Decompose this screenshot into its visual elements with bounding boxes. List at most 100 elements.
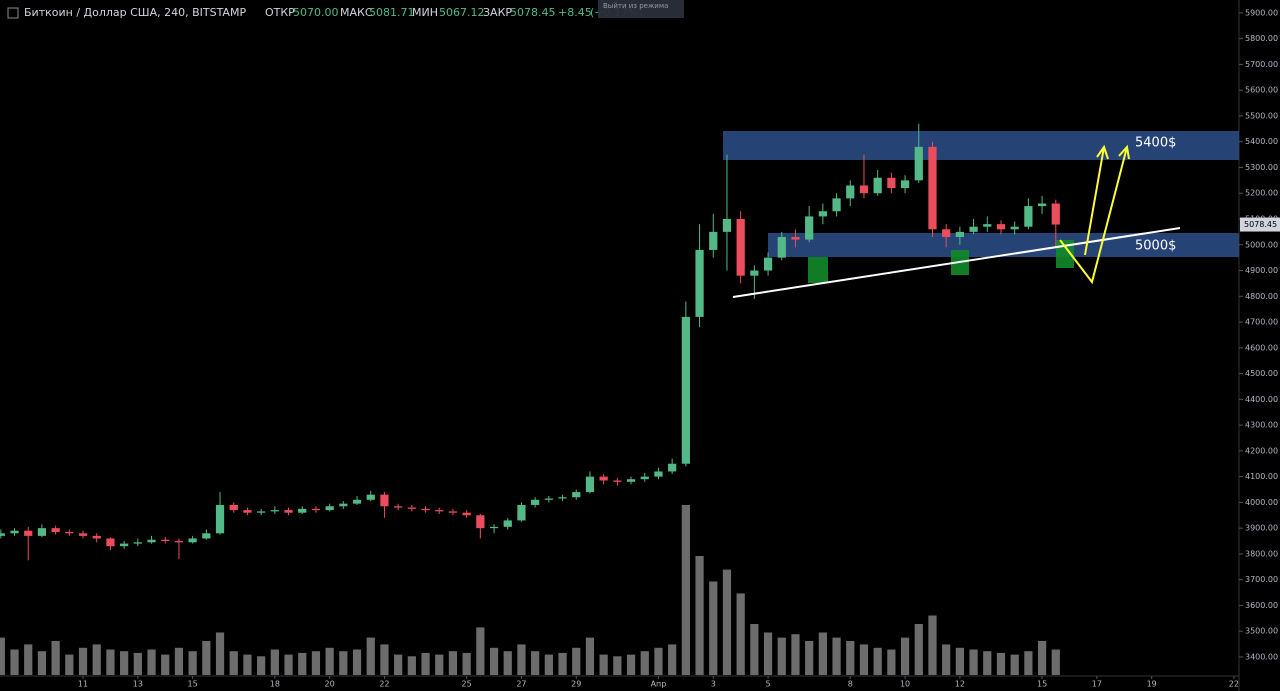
volume-bar — [489, 647, 499, 675]
y-tick-label: 4700.00 — [1245, 318, 1278, 327]
y-tick-label: 5600.00 — [1245, 86, 1278, 95]
x-tick-label: 8 — [848, 680, 853, 689]
low-value: 5067.12 — [439, 6, 485, 19]
close-value: 5078.45 — [510, 6, 556, 19]
candle-body — [352, 499, 362, 504]
collapse-icon[interactable] — [7, 7, 19, 19]
touch-box[interactable] — [808, 257, 828, 283]
x-tick-label: 20 — [325, 680, 335, 689]
tooltip-text[interactable]: Выйти из режима — [603, 2, 668, 10]
y-tick-label: 4400.00 — [1245, 395, 1278, 404]
candle-body — [517, 504, 526, 521]
candle-body — [722, 218, 732, 232]
x-tick-label: 11 — [78, 680, 88, 689]
y-tick-label: 3400.00 — [1245, 652, 1278, 661]
volume-bar — [339, 651, 348, 675]
volume-bar — [709, 581, 718, 675]
candle-body — [51, 528, 60, 533]
y-tick-label: 3700.00 — [1245, 575, 1278, 584]
volume-bar — [448, 651, 458, 675]
candle-body — [942, 229, 951, 238]
y-tick-label: 3500.00 — [1245, 627, 1278, 636]
candle-body — [805, 216, 814, 240]
volume-bar — [668, 644, 677, 675]
volume-bar — [1051, 649, 1060, 675]
symbol[interactable]: Биткоин / Доллар США, 240, BITSTAMP — [24, 6, 246, 19]
arrow[interactable] — [1084, 146, 1105, 256]
volume-bar — [900, 637, 910, 675]
candle-body — [969, 226, 978, 232]
volume-bar — [120, 651, 129, 675]
volume-bar — [832, 637, 841, 675]
last-price-box — [1240, 217, 1280, 232]
volume-bar — [681, 505, 690, 675]
volume-bar — [0, 637, 5, 675]
candle-body — [133, 542, 142, 544]
volume-bar — [435, 654, 444, 675]
arrow[interactable] — [1059, 146, 1128, 285]
volume-bar — [106, 649, 115, 675]
x-tick-label: 29 — [571, 680, 581, 689]
x-tick-label: 22 — [1229, 680, 1239, 689]
candle-body — [257, 511, 266, 513]
volume-bar — [407, 656, 416, 675]
y-tick-label: 5900.00 — [1245, 8, 1278, 17]
candle-body — [188, 538, 197, 543]
candle-body — [599, 476, 608, 481]
candle-body — [229, 504, 238, 511]
candle-body — [640, 476, 649, 480]
x-tick-label: 25 — [462, 680, 472, 689]
candle-body — [1051, 203, 1060, 225]
volume-bar — [243, 654, 252, 675]
volume-bar — [572, 647, 581, 675]
volume-bar — [188, 651, 197, 675]
candle-body — [736, 218, 745, 276]
candle-body — [681, 316, 690, 464]
volume-bar — [887, 649, 896, 675]
candle-body — [421, 508, 430, 511]
candle-body — [298, 508, 307, 513]
candle-body — [407, 507, 416, 509]
volume-bar — [37, 651, 47, 675]
candle-body — [448, 511, 458, 513]
low-label: МИН — [412, 6, 438, 19]
y-tick-label: 4000.00 — [1245, 498, 1278, 507]
trend-line[interactable] — [732, 227, 1181, 298]
arrow-head — [1096, 144, 1109, 160]
candle-body — [462, 512, 471, 516]
support-zone[interactable] — [768, 233, 1239, 257]
candle-body — [503, 520, 512, 527]
volume-bar — [969, 649, 978, 675]
y-tick-label: 4300.00 — [1245, 421, 1278, 430]
resistance-zone[interactable] — [723, 131, 1239, 160]
candle-body — [311, 508, 321, 511]
candle-body — [832, 198, 841, 212]
volume-bar — [805, 641, 814, 675]
candle-body — [476, 515, 485, 529]
candle-body — [887, 177, 896, 189]
volume-bar — [640, 651, 649, 675]
volume-bar — [654, 647, 663, 675]
candle-body — [914, 146, 923, 181]
volume-bar — [914, 624, 923, 675]
x-tick-label: 17 — [1092, 680, 1102, 689]
candle-body — [709, 231, 718, 250]
x-tick-label: 10 — [900, 680, 910, 689]
volume-bar — [736, 593, 745, 675]
candle-body — [1010, 226, 1019, 230]
y-tick-label: 4900.00 — [1245, 266, 1278, 275]
candle-body — [955, 231, 964, 238]
candle-body — [613, 480, 622, 482]
volume-bar — [859, 644, 869, 675]
volume-bar — [996, 652, 1006, 675]
tooltip[interactable] — [598, 0, 684, 18]
candle-body — [120, 543, 129, 547]
volume-bar — [78, 647, 88, 675]
candle-body — [202, 533, 211, 539]
volume-bar — [613, 656, 622, 675]
volume-bar — [161, 654, 170, 675]
volume-bar — [531, 651, 540, 675]
candle-body — [873, 177, 882, 194]
volume-bar — [257, 656, 266, 675]
volume-bar — [24, 644, 33, 675]
